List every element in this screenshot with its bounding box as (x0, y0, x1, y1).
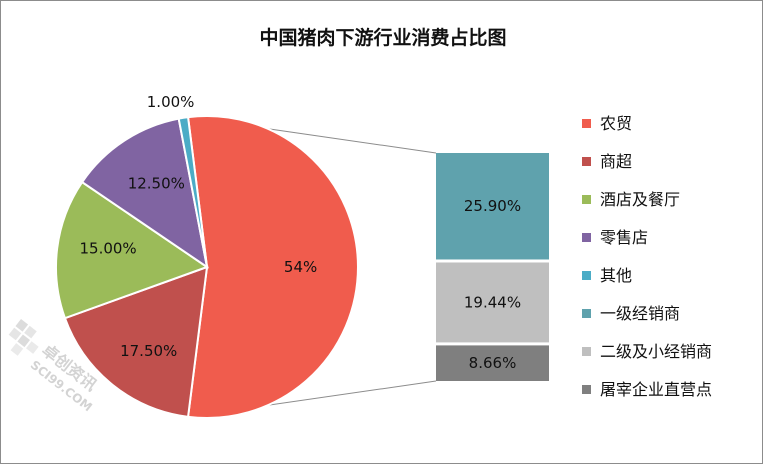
legend-swatch-5 (582, 309, 591, 318)
pie-label-0: 54% (284, 258, 317, 276)
bar-segment-1 (436, 262, 549, 343)
legend-label-7: 屠宰企业直营点 (600, 380, 712, 399)
legend-label-2: 酒店及餐厅 (600, 190, 680, 209)
legend-entry-2: 酒店及餐厅 (582, 190, 680, 209)
legend-entry-6: 二级及小经销商 (582, 342, 712, 361)
bar-label-1: 19.44% (464, 293, 521, 311)
legend-swatch-2 (582, 195, 591, 204)
pie-label-3: 12.50% (128, 175, 185, 193)
pie-slice-0 (186, 115, 359, 419)
bar-segment-2 (436, 345, 549, 381)
breakdown-bar: 25.90% 19.44% 8.66% (436, 153, 549, 381)
pie-slice-3 (80, 117, 209, 270)
legend-swatch-4 (582, 271, 591, 280)
legend-swatch-3 (582, 233, 591, 242)
watermark-logo-icon (8, 319, 39, 356)
pie-labels: 54% 17.50% 15.00% 12.50% 1.00% (79, 93, 317, 360)
pie-slice-4 (177, 116, 208, 268)
legend-label-6: 二级及小经销商 (600, 342, 712, 361)
legend-entry-0: 农贸 (582, 114, 632, 133)
legend-entry-5: 一级经销商 (582, 304, 680, 323)
legend-label-1: 商超 (600, 152, 632, 171)
legend-entry-7: 屠宰企业直营点 (582, 380, 712, 399)
bar-segment-0 (436, 153, 549, 260)
pie-slice-1 (63, 265, 209, 418)
chart-title: 中国猪肉下游行业消费占比图 (259, 26, 506, 49)
legend-entry-1: 商超 (582, 152, 632, 171)
legend-swatch-7 (582, 385, 591, 394)
pie-slice-2 (55, 180, 210, 320)
bar-label-0: 25.90% (464, 197, 521, 215)
pie-label-2: 15.00% (79, 240, 136, 258)
legend-entry-4: 其他 (582, 266, 632, 285)
bar-label-2: 8.66% (469, 354, 517, 372)
legend-label-4: 其他 (600, 266, 632, 285)
legend-swatch-6 (582, 347, 591, 356)
legend-swatch-1 (582, 157, 591, 166)
legend-entry-3: 零售店 (582, 228, 648, 247)
main-pie (55, 115, 359, 419)
legend-swatch-0 (582, 119, 591, 128)
pie-label-1: 17.50% (120, 342, 177, 360)
pie-label-4: 1.00% (147, 93, 195, 111)
legend-label-3: 零售店 (600, 228, 648, 247)
legend-label-0: 农贸 (600, 114, 632, 133)
legend-label-5: 一级经销商 (600, 304, 680, 323)
